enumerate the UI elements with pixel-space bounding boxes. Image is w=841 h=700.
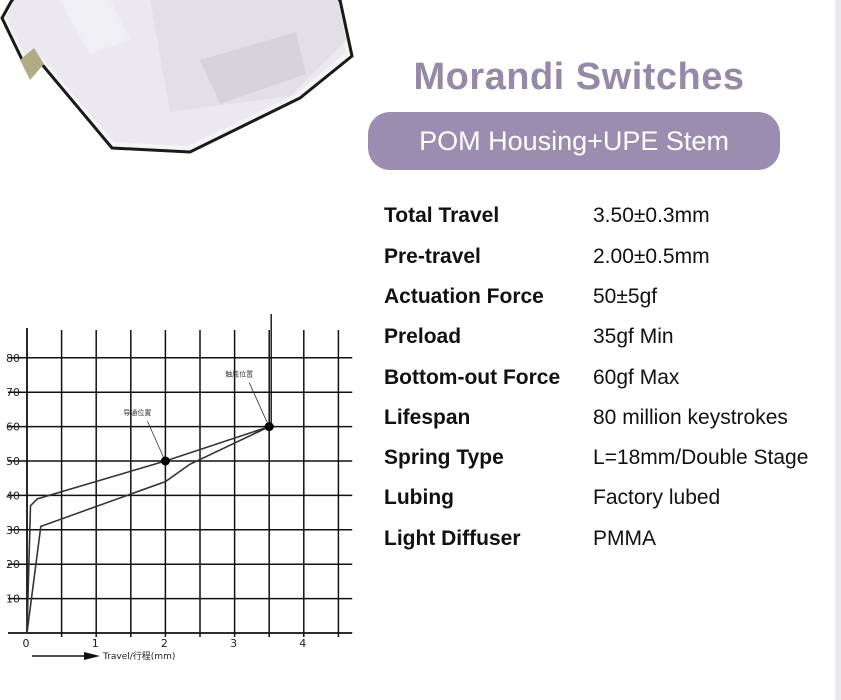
annotation-point: [160, 456, 170, 466]
x-axis-label: Travel/行程(mm): [102, 650, 175, 662]
annotation-label: 触底位置: [225, 370, 253, 379]
spec-label: Pre-travel: [384, 245, 481, 268]
spec-label: Total Travel: [384, 204, 500, 227]
spec-value: L=18mm/Double Stage: [593, 446, 809, 469]
product-title: Morandi Switches: [413, 56, 745, 98]
x-tick-label: 3: [230, 637, 237, 650]
spec-label: Lubing: [384, 486, 454, 509]
subtitle-pill: POM Housing+UPE Stem: [368, 112, 780, 170]
x-tick-label: 4: [299, 637, 306, 650]
annotation-point: [264, 422, 274, 432]
y-tick-label: 20: [6, 558, 20, 571]
y-tick-label: 60: [6, 421, 20, 434]
switch-photo: [0, 0, 354, 154]
spec-value: Factory lubed: [593, 486, 721, 509]
x-tick-label: 0: [23, 637, 30, 650]
spec-value: 60gf Max: [593, 366, 680, 389]
card-edge: [835, 0, 841, 700]
spec-label: Spring Type: [384, 446, 504, 469]
spec-value: 50±5gf: [593, 285, 658, 308]
y-tick-label: 50: [6, 455, 20, 468]
annotation-leader: [147, 420, 164, 458]
x-tick-label: 2: [161, 637, 168, 650]
spec-label: Bottom-out Force: [384, 366, 561, 389]
spec-value: 35gf Min: [593, 325, 674, 348]
spec-label: Light Diffuser: [384, 527, 521, 550]
spec-label: Lifespan: [384, 406, 471, 429]
spec-value: 3.50±0.3mm: [593, 204, 710, 227]
spec-value: 2.00±0.5mm: [593, 245, 710, 268]
y-tick-label: 40: [6, 489, 20, 502]
x-arrow-head: [84, 652, 100, 660]
spec-value: PMMA: [593, 527, 656, 550]
annotation-leader: [248, 382, 268, 423]
y-tick-label: 30: [6, 524, 20, 537]
y-tick-label: 80: [6, 352, 20, 365]
spec-label: Preload: [384, 325, 462, 348]
x-tick-label: 1: [92, 637, 99, 650]
series-line-2: [26, 425, 270, 634]
force-travel-chart: 10 20 30 40 50 60 70 80 0 1 2 3 4 导通位置 触底位置 Travel/行程(m…: [6, 314, 353, 662]
series-line-1: [26, 425, 270, 634]
spec-label: Actuation Force: [384, 285, 544, 308]
y-tick-label: 70: [6, 386, 20, 399]
spec-value: 80 million keystrokes: [593, 406, 788, 429]
y-tick-label: 10: [6, 593, 20, 606]
subtitle-text: POM Housing+UPE Stem: [419, 125, 729, 156]
annotation-label: 导通位置: [123, 408, 151, 417]
